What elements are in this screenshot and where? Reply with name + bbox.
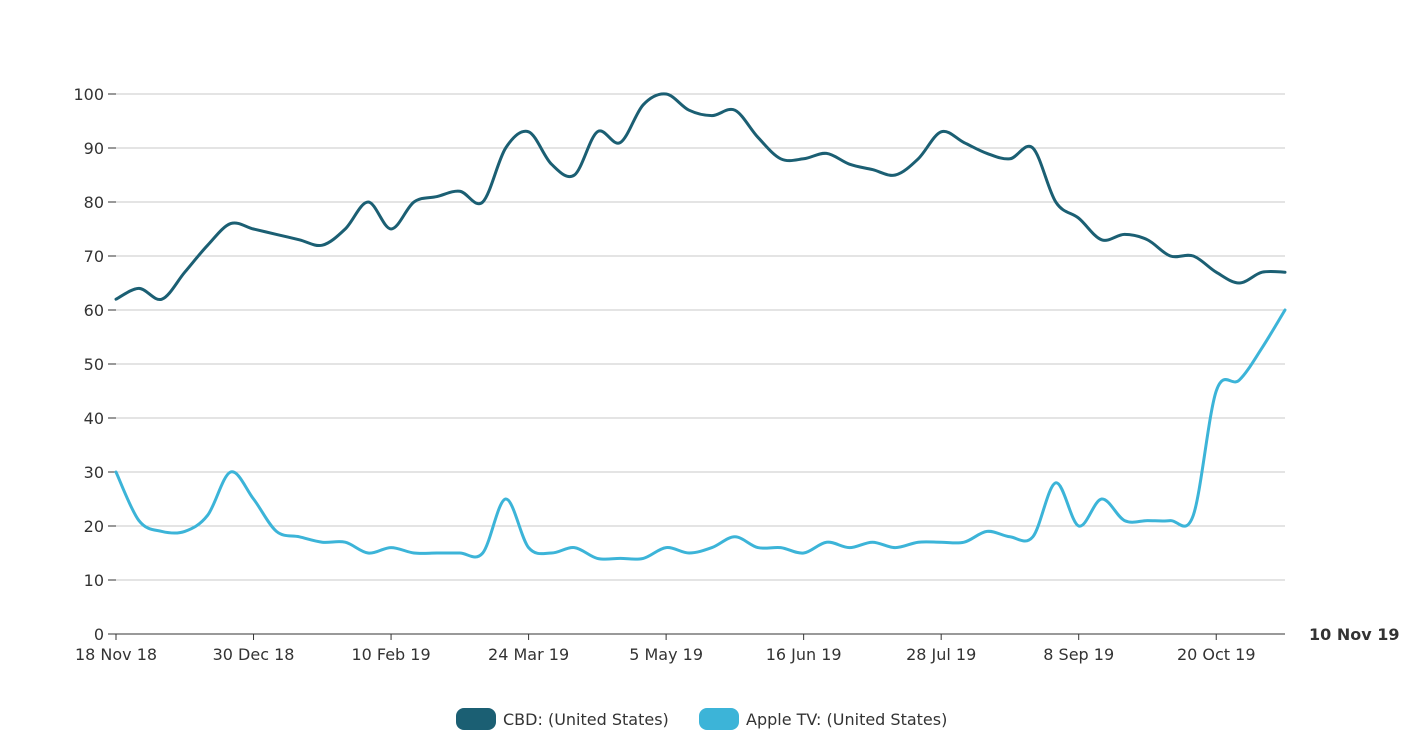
x-tick-label: 18 Nov 18 [75,645,157,664]
x-axis-end-label: 10 Nov 19 [1309,625,1399,644]
y-tick-label: 70 [84,247,104,266]
y-tick-label: 90 [84,139,104,158]
grid-lines [116,93,1285,581]
y-tick-label: 10 [84,571,104,590]
y-tick-label: 20 [84,517,104,536]
x-tick-label: 28 Jul 19 [906,645,976,664]
y-tick-label: 40 [84,409,104,428]
y-tick-label: 0 [94,625,104,644]
x-tick-label: 10 Feb 19 [351,645,430,664]
series-lines [114,92,1287,561]
legend-label-cbd: CBD: (United States) [503,710,669,729]
series-line-cbd[interactable] [114,92,1287,302]
legend-item-cbd[interactable]: CBD: (United States) [456,708,669,730]
y-tick-label: 60 [84,301,104,320]
x-tick-label: 8 Sep 19 [1043,645,1114,664]
x-tick-label: 5 May 19 [629,645,703,664]
legend-item-apple-tv[interactable]: Apple TV: (United States) [699,708,947,730]
legend: CBD: (United States) Apple TV: (United S… [456,708,947,730]
y-tick-label: 80 [84,193,104,212]
legend-swatch-cbd [456,708,496,730]
legend-label-apple-tv: Apple TV: (United States) [746,710,947,729]
y-tick-label: 100 [73,85,104,104]
y-tick-label: 50 [84,355,104,374]
x-tick-label: 24 Mar 19 [488,645,569,664]
y-tick-label: 30 [84,463,104,482]
x-tick-label: 20 Oct 19 [1177,645,1256,664]
x-tick-label: 16 Jun 19 [766,645,842,664]
y-axis-tick-labels: 0 10 20 30 40 50 60 70 80 90 100 [73,85,116,644]
x-axis-tick-labels: 18 Nov 18 30 Dec 18 10 Feb 19 24 Mar 19 5 Ma… [75,634,1256,664]
series-line-apple-tv[interactable] [114,308,1287,561]
x-tick-label: 30 Dec 18 [213,645,295,664]
legend-swatch-apple-tv [699,708,739,730]
